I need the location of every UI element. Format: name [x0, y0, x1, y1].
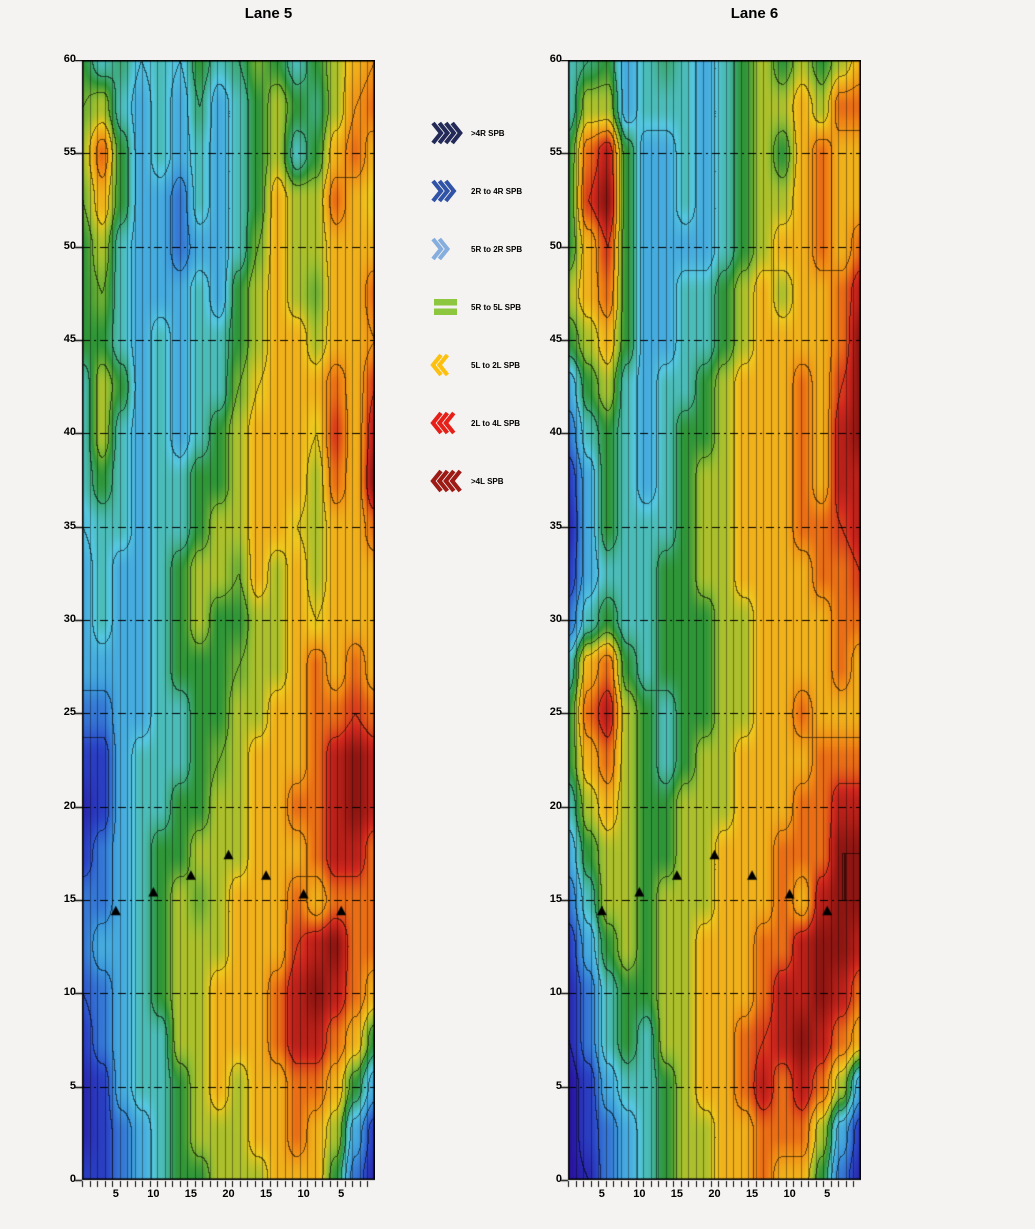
y-tick-label: 30: [63, 613, 76, 625]
x-tick-label: 5: [824, 1188, 831, 1200]
y-tick-label: 20: [549, 799, 562, 812]
legend-entry: 2L to 4L SPB: [430, 394, 522, 452]
y-tick-label: 55: [549, 146, 562, 159]
legend-label: 2R to 4R SPB: [471, 186, 523, 196]
x-tick-label: 15: [259, 1188, 273, 1200]
x-tick-label: 10: [783, 1188, 796, 1200]
x-tick-label: 5: [338, 1188, 345, 1200]
x-tick-label: 20: [708, 1188, 721, 1200]
x-tick-label: 10: [633, 1188, 646, 1200]
y-tick-label: 35: [549, 519, 562, 532]
legend-label: 5R to 2R SPB: [471, 244, 523, 254]
y-tick-label: 20: [63, 799, 76, 812]
x-tick-label: 20: [222, 1188, 235, 1200]
y-tick-label: 5: [69, 1079, 76, 1092]
y-tick-label: 55: [63, 146, 76, 159]
y-tick-label: 40: [63, 426, 76, 439]
x-tick-label: 5: [598, 1188, 605, 1200]
x-tick-label: 15: [184, 1188, 198, 1200]
spb-legend: >4R SPB 2R to 4R SPB 5R to 2R SPB 5R to …: [430, 104, 522, 510]
y-tick-label: 0: [69, 1173, 76, 1185]
y-tick-label: 60: [549, 53, 562, 65]
legend-label: 5R to 5L SPB: [471, 302, 522, 312]
x-tick-label: 5: [112, 1188, 119, 1200]
y-tick-label: 10: [549, 986, 562, 999]
legend-entry: 2R to 4R SPB: [430, 162, 522, 220]
y-tick-label: 50: [549, 239, 562, 252]
legend-entry: >4R SPB: [430, 104, 522, 162]
y-tick-label: 10: [63, 986, 76, 999]
gt-4r-chevrons-icon: [430, 120, 464, 146]
5l-2l-chevrons-icon: [430, 352, 464, 378]
legend-label: 2L to 4L SPB: [471, 418, 521, 428]
y-tick-label: 5: [555, 1079, 562, 1092]
x-tick-label: 15: [745, 1188, 759, 1200]
y-tick-label: 30: [549, 613, 562, 625]
legend-entry: 5R to 5L SPB: [430, 278, 522, 336]
y-tick-label: 0: [555, 1173, 562, 1185]
5r-5l-bars-icon: [430, 294, 464, 320]
legend-label: >4L SPB: [471, 476, 504, 486]
y-tick-label: 15: [63, 893, 76, 905]
y-tick-label: 25: [549, 706, 562, 719]
y-tick-label: 35: [63, 519, 76, 532]
x-tick-label: 10: [147, 1188, 160, 1200]
y-tick-label: 50: [63, 239, 76, 252]
legend-label: 5L to 2L SPB: [471, 360, 521, 370]
legend-entry: >4L SPB: [430, 452, 522, 510]
x-tick-label: 15: [670, 1188, 684, 1200]
legend-label: >4R SPB: [471, 128, 505, 138]
y-tick-label: 60: [63, 53, 76, 65]
lane5-title: Lane 5: [244, 5, 293, 22]
2l-4l-chevrons-icon: [430, 410, 464, 436]
lane6-heatmap-canvas: [560, 60, 861, 1190]
legend-entry: 5R to 2R SPB: [430, 220, 522, 278]
lane5-heatmap-canvas: [74, 60, 375, 1190]
lane6-title: Lane 6: [730, 5, 779, 22]
y-tick-label: 25: [63, 706, 76, 719]
2r-4r-chevrons-icon: [430, 178, 464, 204]
5r-2r-chevrons-icon: [430, 236, 464, 262]
gt-4l-chevrons-icon: [430, 468, 464, 494]
y-tick-label: 40: [549, 426, 562, 439]
x-tick-label: 10: [297, 1188, 310, 1200]
y-tick-label: 45: [549, 333, 562, 345]
y-tick-label: 45: [63, 333, 76, 345]
y-tick-label: 15: [549, 893, 562, 905]
legend-entry: 5L to 2L SPB: [430, 336, 522, 394]
